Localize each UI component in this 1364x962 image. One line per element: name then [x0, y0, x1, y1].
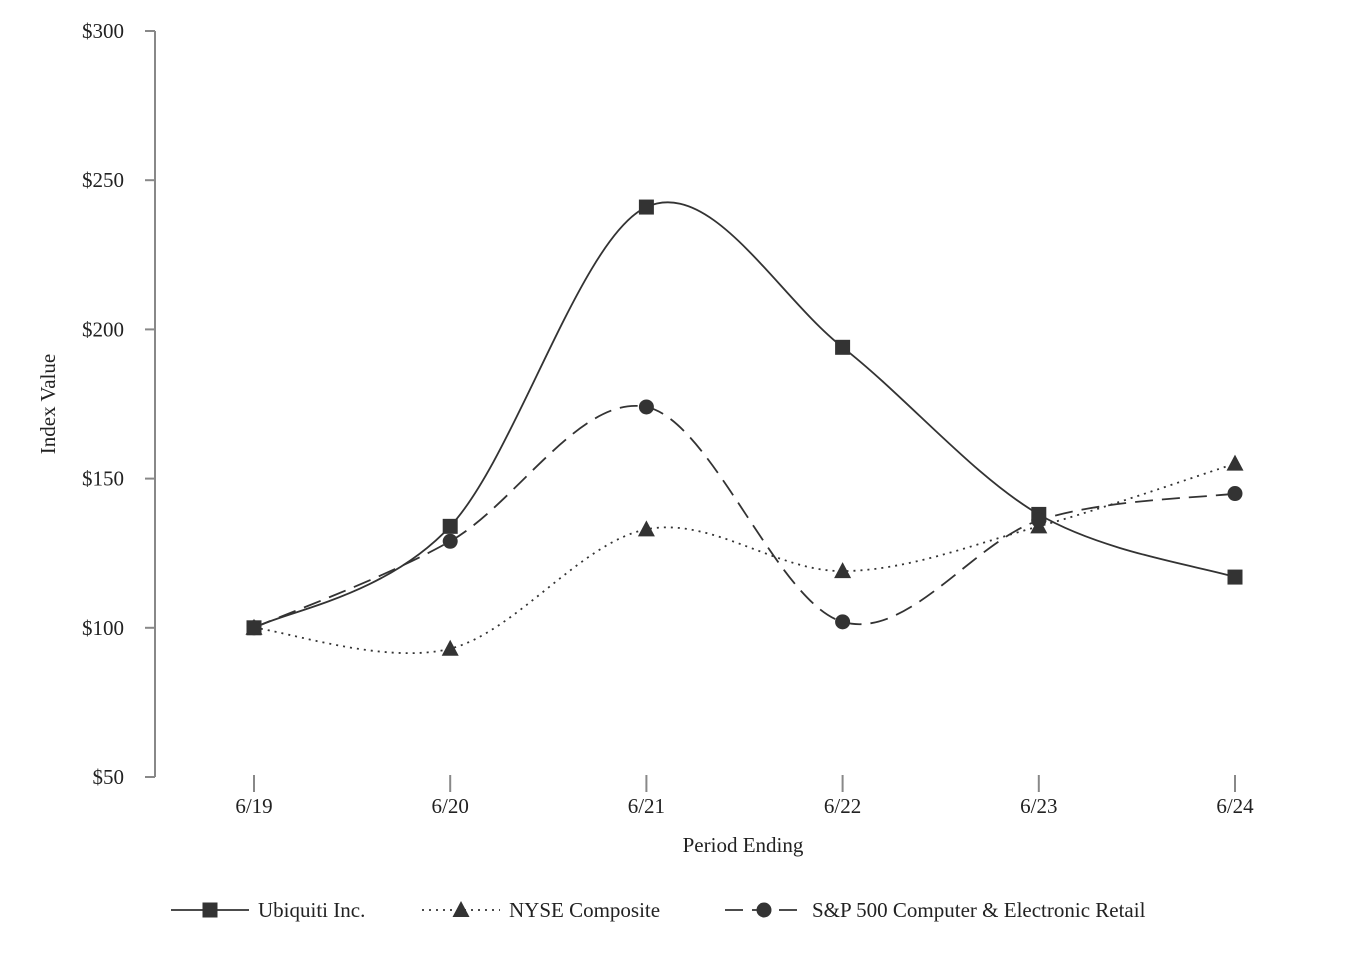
data-point-circle — [442, 533, 458, 549]
data-point-triangle — [1226, 454, 1244, 471]
data-point-triangle — [441, 639, 459, 656]
series-circle — [246, 399, 1243, 636]
x-tick-label: 6/22 — [824, 794, 861, 818]
legend-marker-triangle — [452, 901, 470, 917]
data-point-square — [442, 518, 458, 534]
data-point-triangle — [834, 562, 852, 579]
data-point-square — [638, 199, 654, 215]
legend-item: Ubiquiti Inc. — [171, 898, 365, 922]
x-tick-label: 6/23 — [1020, 794, 1057, 818]
series-line — [253, 201, 1236, 629]
y-tick-label: $200 — [82, 317, 124, 341]
y-tick-label: $150 — [82, 467, 124, 491]
x-tick-label: 6/24 — [1216, 794, 1254, 818]
legend: Ubiquiti Inc. NYSE Composite S&P 500 Compu… — [171, 898, 1146, 922]
series-line — [253, 404, 1236, 629]
data-point-square — [835, 339, 851, 355]
y-tick-label: $300 — [82, 19, 124, 43]
legend-label: Ubiquiti Inc. — [258, 898, 365, 922]
axes: $50 $100 $150 $200 $250 $300 6/19 6/20 6/21 6/22 6… — [82, 19, 1254, 818]
y-tick-label: $100 — [82, 616, 124, 640]
data-point-circle — [246, 620, 262, 636]
series-line — [253, 462, 1236, 655]
legend-label: NYSE Composite — [509, 898, 660, 922]
data-point-square — [1227, 569, 1243, 585]
series-triangle — [245, 454, 1244, 656]
x-axis-title: Period Ending — [683, 833, 804, 857]
legend-item: S&P 500 Computer & Electronic Retail — [725, 898, 1146, 922]
y-tick-label: $50 — [93, 765, 125, 789]
x-tick-label: 6/21 — [628, 794, 665, 818]
x-tick-label: 6/20 — [432, 794, 469, 818]
x-tick-label: 6/19 — [235, 794, 272, 818]
data-point-circle — [1227, 486, 1243, 502]
legend-marker-circle — [756, 902, 772, 918]
data-point-circle — [638, 399, 654, 415]
legend-marker-square — [202, 902, 218, 918]
series-layer — [245, 199, 1244, 656]
data-point-triangle — [637, 520, 655, 537]
data-point-circle — [1031, 512, 1047, 528]
data-point-circle — [835, 614, 851, 630]
y-axis-title: Index Value — [36, 354, 60, 455]
legend-item: NYSE Composite — [422, 898, 660, 922]
series-square — [246, 199, 1243, 636]
legend-label: S&P 500 Computer & Electronic Retail — [812, 898, 1146, 922]
y-tick-label: $250 — [82, 168, 124, 192]
